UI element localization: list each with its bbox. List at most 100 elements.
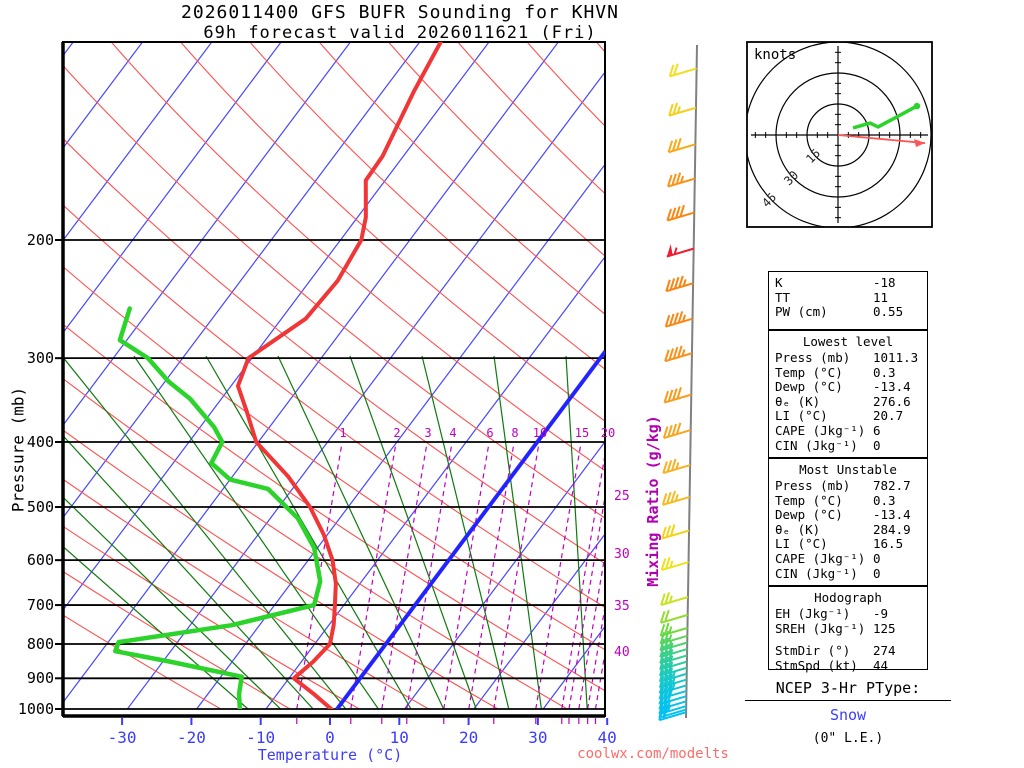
pressure-tick-label: 1000 [17,700,54,718]
stats-row: Dewp (°C) -13.4 [769,380,927,395]
isotherm-line [63,42,490,611]
ptype-heading: NCEP 3-Hr PType: [745,679,951,701]
mixing-ratio-label: 8 [511,426,519,440]
stats-value: 0 [873,550,881,566]
stats-value: 284.9 [873,521,911,537]
stats-label: EH (Jkg⁻¹) [775,606,851,621]
watermark-text: coolwx.com/modelts [577,746,729,762]
wind-barb [664,345,693,363]
mixing-ratio-line [578,554,605,709]
mixing-ratio-line [350,442,397,709]
stats-label: TT [775,289,791,305]
stats-value: 125 [873,620,896,636]
wind-barb [659,642,688,658]
moist-adiabat-line [349,355,477,709]
isotherm-line [473,533,605,709]
ptype-value: Snow [829,706,867,724]
stats-value: -18 [873,275,896,290]
temperature-tick-label: -10 [246,728,276,747]
stats-box: Lowest level Press (mb) 1011.3 Temp (°C) 0.3… [768,330,928,458]
mixing-ratio-label: 25 [614,489,630,504]
moist-adiabat-line [493,355,543,709]
stats-row: Press (mb) 782.7 [769,478,927,494]
mixing-ratio-line [493,442,540,709]
wind-barb [667,137,696,154]
moist-adiabat-line [63,356,347,709]
moist-adiabat-line [421,355,510,709]
stats-label: K [775,275,783,290]
temperature-tick-label: 30 [528,728,548,747]
dry-adiabat-line [63,64,605,519]
moist-adiabat-line [63,434,314,709]
dry-adiabat-line [457,42,605,195]
mixing-ratio-label: 2 [393,426,401,440]
wind-barb [658,678,687,695]
dry-adiabat-line [63,265,605,651]
temperature-tick-label: 40 [597,728,617,747]
page-title: 2026011400 GFS BUFR Sounding for KHVN [181,2,619,23]
temperature-tick-label: 0 [325,728,335,747]
stats-value: 0.3 [873,492,896,508]
stats-label: Temp (°C) [775,492,843,508]
wind-barb [659,649,688,665]
temperature-axis-label: Temperature (°C) [257,746,403,764]
mixing-ratio-label: 4 [449,426,457,440]
isotherm-line [265,255,605,709]
stats-value: 782.7 [873,478,911,493]
stats-value: 0.3 [873,364,896,380]
temperature-tick-label: -20 [176,728,206,747]
stats-row: K -18 [769,275,927,291]
stats-row: EH (Jkg⁻¹) -9 [769,606,927,622]
pressure-tick-label: 900 [26,669,54,688]
stats-label: θₑ (K) [775,521,821,537]
temperature-tick-label: -30 [107,728,137,747]
wind-barb [659,661,688,677]
mixing-ratio-line [587,606,605,709]
isotherm-line [63,42,421,519]
stats-label: Press (mb) [775,478,851,493]
wind-barb [666,204,695,222]
stats-label: θₑ (K) [775,393,821,409]
stats-value: 6 [873,422,881,438]
stats-label: StmSpd (kt) [775,657,858,673]
pressure-tick-label: 300 [26,349,54,368]
stats-label: CAPE (Jkg⁻¹) [775,422,866,438]
wind-barb [659,609,688,624]
stats-label: Dewp (°C) [775,379,843,395]
stats-value: -13.4 [873,507,911,523]
wind-barb [658,667,688,683]
stats-row: Temp (°C) 0.3 [769,364,927,381]
stats-row: CAPE (Jkg⁻¹) 6 [769,422,927,439]
storm-motion-arrowhead [914,139,926,148]
isotherm-line [196,163,605,709]
wind-barb [664,311,693,328]
stats-row: TT 11 [769,289,927,306]
stats-row: CAPE (Jkg⁻¹) 0 [769,550,927,567]
stats-value: 1011.3 [873,350,919,365]
dry-adiabat-line [388,42,605,257]
stats-label: CIN (Jkg⁻¹) [775,437,858,453]
hodograph-trace-end [913,102,921,110]
storm-motion-vector [837,134,926,144]
wind-barb [667,172,696,188]
mixing-ratio-label: 1 [339,426,347,440]
page-subtitle: 69h forecast valid 2026011621 (Fri) [203,23,597,43]
mixing-ratio-label: 20 [600,426,616,440]
mixing-ratio-label: 30 [614,547,630,562]
wind-barb [659,630,688,645]
stats-value: 0 [873,437,881,453]
wind-barb [666,244,694,258]
stats-label: LI (°C) [775,536,828,552]
stats-value: -13.4 [873,379,911,395]
moist-adiabat-line [205,355,412,709]
stats-row: Temp (°C) 0.3 [769,492,927,509]
wind-barb [665,275,694,293]
ptype-liquid-equivalent: (0" L.E.) [812,731,884,746]
stats-row: StmDir (°) 274 [769,644,927,659]
wind-barb [668,63,697,78]
wind-barb [658,673,687,689]
dry-adiabat-line [318,42,605,315]
wind-barb [660,591,689,606]
stats-row: LI (°C) 16.5 [769,537,927,552]
stats-value: 11 [873,289,889,305]
